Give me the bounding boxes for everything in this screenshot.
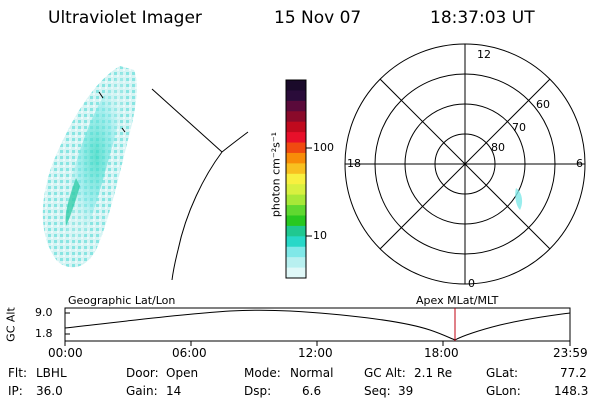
colorbar-segment bbox=[286, 163, 306, 175]
door-value: Open bbox=[166, 366, 199, 380]
polar-label-12: 12 bbox=[477, 48, 491, 61]
colorbar bbox=[286, 80, 306, 279]
polar-label-80: 80 bbox=[491, 141, 505, 154]
image-artifact bbox=[98, 91, 104, 99]
colorbar-segment bbox=[286, 142, 306, 154]
flt-value: LBHL bbox=[36, 366, 67, 380]
orbit-left-title: Geographic Lat/Lon bbox=[68, 294, 176, 307]
seq-value: 39 bbox=[398, 384, 414, 398]
glon-value: 148.3 bbox=[554, 384, 589, 398]
colorbar-segment bbox=[286, 257, 306, 269]
polar-aurora-spot bbox=[515, 188, 523, 210]
polar-grid bbox=[344, 43, 586, 285]
colorbar-segment bbox=[286, 246, 306, 258]
time-label: 18:37:03 UT bbox=[430, 8, 535, 28]
orbit-ytick: 1.8 bbox=[35, 327, 53, 340]
orbit-xtick: 06:00 bbox=[172, 346, 207, 360]
orbit-xtick: 23:59 bbox=[553, 346, 588, 360]
polar-label-18: 18 bbox=[347, 157, 361, 170]
colorbar-unit-label: photon cm⁻²s⁻¹ bbox=[269, 131, 283, 218]
dsp-value: 6.6 bbox=[302, 384, 322, 398]
door-label: Door: bbox=[126, 366, 159, 380]
ip-label: IP: bbox=[8, 384, 23, 398]
orbit-xtick: 00:00 bbox=[48, 346, 83, 360]
gain-value: 14 bbox=[166, 384, 182, 398]
orbit-right-title: Apex MLat/MLT bbox=[416, 294, 499, 307]
altitude-curve bbox=[64, 309, 571, 341]
polar-label-6: 6 bbox=[576, 157, 583, 170]
mode-value: Normal bbox=[290, 366, 334, 380]
colorbar-segment bbox=[286, 90, 306, 102]
colorbar-tick-label: 100 bbox=[313, 141, 334, 154]
gcalt-value: 2.1 Re bbox=[414, 366, 453, 380]
colorbar-segment bbox=[286, 111, 306, 123]
glon-label: GLon: bbox=[486, 384, 521, 398]
mode-label: Mode: bbox=[244, 366, 281, 380]
orbit-ylabel: GC Alt bbox=[4, 307, 18, 342]
colorbar-segment bbox=[286, 152, 306, 164]
limb-lines bbox=[151, 88, 249, 281]
colorbar-segment bbox=[286, 184, 306, 196]
polar-label-60: 60 bbox=[536, 98, 550, 111]
glat-value: 77.2 bbox=[560, 366, 587, 380]
aurora-bright-band bbox=[65, 72, 127, 241]
ip-value: 36.0 bbox=[36, 384, 63, 398]
colorbar-frame bbox=[285, 79, 307, 279]
colorbar-segment bbox=[286, 205, 306, 216]
aurora-peak bbox=[65, 178, 80, 226]
colorbar-segment bbox=[286, 194, 306, 206]
earth-image bbox=[42, 66, 137, 268]
orbit-ytick: 9.0 bbox=[35, 306, 53, 319]
flt-label: Flt: bbox=[8, 366, 27, 380]
orbit-xtick: 18:00 bbox=[424, 346, 459, 360]
colorbar-segment bbox=[286, 121, 306, 133]
glat-label: GLat: bbox=[486, 366, 519, 380]
gcalt-label: GC Alt: bbox=[364, 366, 406, 380]
instrument-title: Ultraviolet Imager bbox=[48, 8, 202, 28]
colorbar-segment bbox=[286, 225, 306, 237]
colorbar-segment bbox=[286, 80, 306, 91]
colorbar-segment bbox=[286, 215, 306, 227]
image-artifact bbox=[121, 127, 126, 133]
dsp-label: Dsp: bbox=[244, 384, 272, 398]
seq-label: Seq: bbox=[364, 384, 391, 398]
colorbar-tick-label: 10 bbox=[313, 229, 327, 242]
colorbar-segment bbox=[286, 236, 306, 248]
colorbar-segment bbox=[286, 132, 306, 144]
date-label: 15 Nov 07 bbox=[274, 8, 362, 28]
gain-label: Gain: bbox=[126, 384, 158, 398]
colorbar-segment bbox=[286, 100, 306, 112]
colorbar-segment bbox=[286, 173, 306, 185]
polar-label-0: 0 bbox=[468, 277, 475, 290]
polar-label-70: 70 bbox=[512, 121, 526, 134]
colorbar-segment bbox=[286, 267, 306, 279]
orbit-xtick: 12:00 bbox=[298, 346, 333, 360]
